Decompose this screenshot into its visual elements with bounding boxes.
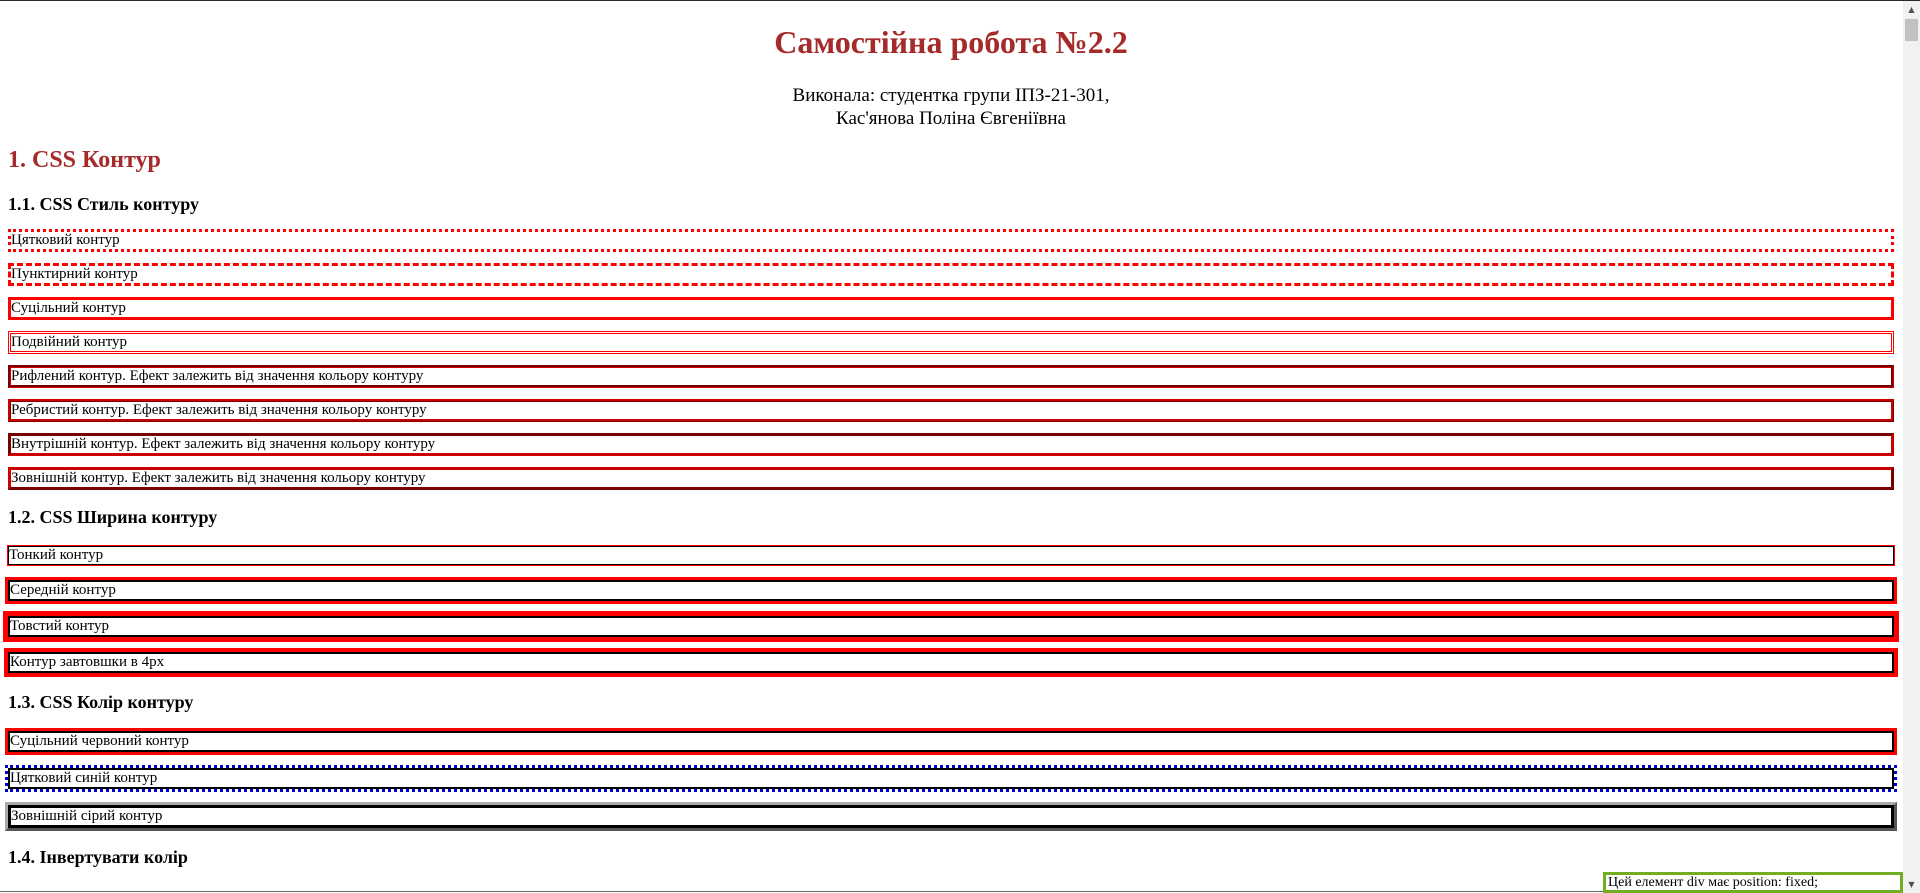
outline-solid-box: Суцільний контур [8, 297, 1894, 320]
outline-outset-box: Зовнішній контур. Ефект залежить від зна… [8, 467, 1894, 490]
section-heading-css-outline: 1. CSS Контур [8, 147, 161, 173]
outline-4px-box: Контур завтовшки в 4px [4, 648, 1898, 677]
outline-ridge-box: Ребристий контур. Ефект залежить від зна… [8, 399, 1894, 422]
outline-inset-box: Внутрішній контур. Ефект залежить від зн… [8, 433, 1894, 456]
outline-thick-box: Товстий контур [3, 611, 1899, 642]
scroll-up-arrow-icon[interactable]: ▲ [1908, 5, 1915, 14]
subheading-invert-color: 1.4. Інвертувати колір [8, 847, 188, 867]
page-content: Самостійна робота №2.2 Виконала: студент… [3, 1, 1899, 868]
subheading-outline-style: 1.1. CSS Стиль контуру [8, 194, 199, 214]
outline-red-solid-box: Суцільний червоний контур [5, 728, 1897, 755]
subheading-outline-color: 1.3. CSS Колір контуру [8, 692, 194, 712]
author-line-1: Виконала: студентка групи ІПЗ-21-301, [792, 85, 1110, 106]
window-bottom-border [0, 891, 1903, 892]
outline-blue-dotted-box: Цятковий синій контур [5, 765, 1897, 792]
window-top-border [0, 0, 1920, 1]
subheading-outline-width: 1.2. CSS Ширина контуру [8, 507, 218, 527]
outline-double-box: Подвійний контур [8, 331, 1894, 354]
vertical-scrollbar[interactable]: ▲ ▼ [1903, 1, 1920, 893]
scroll-down-arrow-icon[interactable]: ▼ [1908, 880, 1915, 889]
fixed-position-div: Цей елемент div має position: fixed; [1603, 872, 1903, 893]
outline-medium-box: Середній контур [5, 577, 1897, 604]
scrollbar-thumb[interactable] [1905, 19, 1918, 41]
author-info: Виконала: студентка групи ІПЗ-21-301, Ка… [8, 84, 1894, 130]
outline-groove-box: Рифлений контур. Ефект залежить від знач… [8, 365, 1894, 388]
page-title: Самостійна робота №2.2 [774, 24, 1128, 60]
outline-dashed-box: Пунктирний контур [8, 263, 1894, 286]
outline-thin-box: Тонкий контур [7, 545, 1895, 566]
author-line-2: Кас'янова Поліна Євгеніївна [836, 108, 1066, 129]
outline-dotted-box: Цятковий контур [8, 229, 1894, 252]
outline-grey-outset-box: Зовнішній сірий контур [5, 802, 1897, 831]
